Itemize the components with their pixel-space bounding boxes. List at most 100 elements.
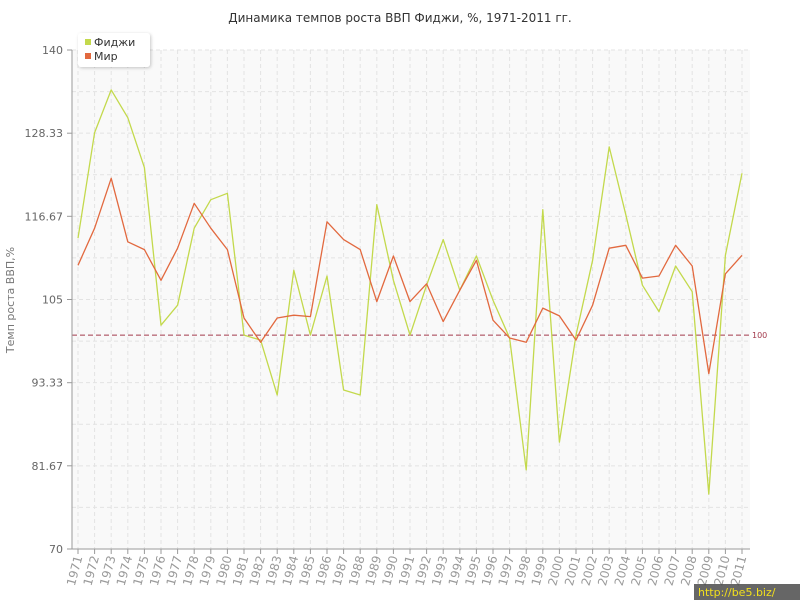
data-point-world xyxy=(209,226,213,230)
data-point-world xyxy=(159,278,163,282)
data-point-fiji xyxy=(624,213,628,217)
series-lines xyxy=(76,89,744,495)
y-tick-label: 93.33 xyxy=(32,377,64,390)
y-axis-title: Темп роста ВВП,% xyxy=(4,247,17,354)
data-point-world xyxy=(76,263,80,267)
data-point-world xyxy=(524,340,528,344)
data-point-fiji xyxy=(308,333,312,337)
data-point-fiji xyxy=(76,236,80,240)
data-point-world xyxy=(690,264,694,268)
data-point-fiji xyxy=(740,171,744,175)
data-point-world xyxy=(740,253,744,257)
data-point-world xyxy=(192,201,196,205)
data-point-fiji xyxy=(325,274,329,278)
data-point-world xyxy=(225,248,229,252)
y-tick-label: 70 xyxy=(49,543,63,556)
data-point-world xyxy=(441,320,445,324)
data-point-world xyxy=(176,246,180,250)
data-point-fiji xyxy=(225,191,229,195)
data-point-world xyxy=(109,176,113,180)
data-point-fiji xyxy=(358,393,362,397)
legend-swatch-fiji xyxy=(85,39,91,45)
data-point-world xyxy=(308,315,312,319)
data-point-fiji xyxy=(242,333,246,337)
data-point-fiji xyxy=(690,290,694,294)
data-point-world xyxy=(126,240,130,244)
x-axis-ticks: 1971197219731974197519761977197819791980… xyxy=(64,549,749,587)
chart-title: Динамика темпов роста ВВП Фиджи, %, 1971… xyxy=(228,11,572,25)
reference-line-label: 100 xyxy=(752,331,767,340)
data-point-fiji xyxy=(491,298,495,302)
gridlines xyxy=(72,49,750,549)
data-point-fiji xyxy=(408,333,412,337)
data-point-fiji xyxy=(541,208,545,212)
data-point-fiji xyxy=(176,303,180,307)
data-point-world xyxy=(707,372,711,376)
data-point-fiji xyxy=(640,283,644,287)
data-point-fiji xyxy=(142,166,146,170)
series-line-fiji xyxy=(77,89,743,495)
legend-item-world[interactable]: Мир xyxy=(85,50,118,63)
data-point-fiji xyxy=(159,323,163,327)
data-point-world xyxy=(325,220,329,224)
reference-line-group: 100 xyxy=(72,331,767,340)
data-point-world xyxy=(142,248,146,252)
legend: Фиджи Мир xyxy=(78,33,150,67)
data-point-world xyxy=(624,243,628,247)
data-point-world xyxy=(358,248,362,252)
legend-box xyxy=(78,33,150,67)
data-point-world xyxy=(391,254,395,258)
legend-item-fiji[interactable]: Фиджи xyxy=(85,36,135,49)
data-point-world xyxy=(408,300,412,304)
data-point-fiji xyxy=(292,268,296,272)
data-point-fiji xyxy=(391,278,395,282)
data-point-world xyxy=(657,274,661,278)
data-point-world xyxy=(275,316,279,320)
legend-label-fiji: Фиджи xyxy=(94,36,135,49)
data-point-world xyxy=(458,288,462,292)
data-point-world xyxy=(93,226,97,230)
data-point-world xyxy=(557,314,561,318)
data-point-world xyxy=(574,338,578,342)
data-point-world xyxy=(342,238,346,242)
data-point-fiji xyxy=(441,238,445,242)
data-point-fiji xyxy=(591,258,595,262)
y-tick-label: 128.33 xyxy=(25,127,64,140)
data-point-fiji xyxy=(126,116,130,120)
data-point-fiji xyxy=(657,310,661,314)
y-tick-label: 105 xyxy=(42,294,63,307)
data-point-fiji xyxy=(192,226,196,230)
data-point-fiji xyxy=(607,145,611,149)
data-point-world xyxy=(425,282,429,286)
y-tick-label: 140 xyxy=(42,44,63,57)
data-point-world xyxy=(674,243,678,247)
data-point-fiji xyxy=(524,468,528,472)
data-point-world xyxy=(491,318,495,322)
y-axis-ticks: 140 128.33 116.67 105 93.33 81.67 70 xyxy=(25,44,72,556)
data-point-world xyxy=(259,340,263,344)
data-point-world xyxy=(292,313,296,317)
data-point-world xyxy=(723,272,727,276)
legend-swatch-world xyxy=(85,53,91,59)
data-point-fiji xyxy=(209,198,213,202)
data-point-world xyxy=(242,316,246,320)
legend-label-world: Мир xyxy=(94,50,118,63)
data-point-fiji xyxy=(674,264,678,268)
data-point-world xyxy=(508,336,512,340)
data-point-fiji xyxy=(474,254,478,258)
data-point-fiji xyxy=(275,393,279,397)
data-point-world xyxy=(640,276,644,280)
data-point-fiji xyxy=(93,131,97,135)
y-tick-label: 81.67 xyxy=(32,460,64,473)
data-point-fiji xyxy=(342,388,346,392)
series-line-world xyxy=(77,177,743,375)
data-point-world xyxy=(541,306,545,310)
y-tick-label: 116.67 xyxy=(25,210,64,223)
data-point-fiji xyxy=(557,440,561,444)
data-point-world xyxy=(375,300,379,304)
data-point-world xyxy=(591,303,595,307)
data-point-fiji xyxy=(375,203,379,207)
data-point-fiji xyxy=(723,253,727,257)
data-point-world xyxy=(474,258,478,262)
